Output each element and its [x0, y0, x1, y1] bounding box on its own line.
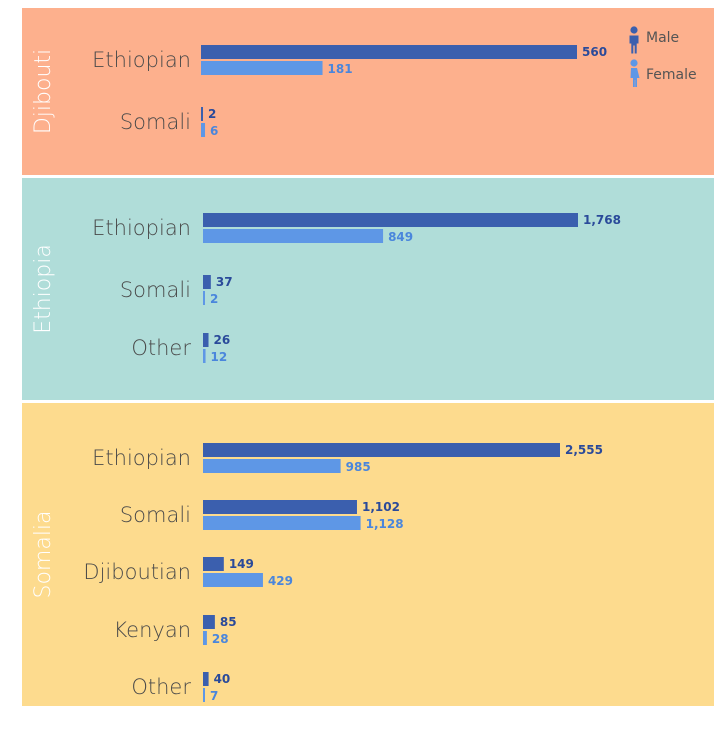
male-person-icon: [629, 26, 639, 54]
bar-female: [203, 631, 207, 645]
category-label: Somali: [120, 503, 191, 527]
category-label: Kenyan: [113, 618, 191, 642]
bar-female: [203, 349, 206, 363]
value-label-male: 26: [214, 333, 231, 347]
panel-ethiopia: Ethiopia Ethiopian 1,768 849 Somali 37 2 Other 2…: [22, 178, 714, 400]
bar-male: [203, 557, 224, 571]
female-person-icon: [630, 59, 640, 87]
category-label: Ethiopian: [92, 446, 191, 470]
panel-background: [22, 8, 714, 175]
bar-male: [201, 107, 203, 121]
category-label: Somali: [120, 110, 191, 134]
bar-female: [203, 688, 205, 702]
value-label-female: 181: [328, 62, 353, 76]
value-label-female: 28: [212, 632, 229, 646]
value-label-female: 7: [210, 689, 218, 703]
bar-male: [201, 45, 577, 59]
bar-female: [201, 123, 206, 137]
panel-title: Somalia: [31, 510, 56, 598]
value-label-male: 40: [214, 672, 231, 686]
value-label-male: 37: [216, 275, 233, 289]
value-label-female: 849: [388, 230, 413, 244]
value-label-male: 1,102: [362, 500, 400, 514]
legend: Male Female: [629, 26, 697, 87]
panel-djibouti: Djibouti Ethiopian 560 181 Somali 2 6: [22, 8, 714, 175]
category-label: Other: [131, 336, 191, 360]
panel-title: Ethiopia: [31, 244, 56, 334]
value-label-female: 2: [210, 292, 218, 306]
bar-male: [203, 500, 357, 514]
value-label-male: 85: [220, 615, 237, 629]
value-label-female: 1,128: [366, 517, 404, 531]
category-label: Ethiopian: [92, 48, 191, 72]
value-label-male: 2: [208, 107, 216, 121]
bar-male: [203, 333, 209, 347]
bar-female: [203, 516, 361, 530]
bar-male: [203, 275, 211, 289]
bar-female: [203, 459, 341, 473]
value-label-male: 1,768: [583, 213, 621, 227]
category-label: Ethiopian: [92, 216, 191, 240]
panel-somalia: Somalia Ethiopian 2,555 985 Somali 1,102 1,128…: [22, 403, 714, 706]
category-label: Somali: [120, 278, 191, 302]
value-label-male: 560: [582, 45, 607, 59]
bar-male: [203, 615, 215, 629]
value-label-female: 6: [210, 124, 218, 138]
bar-female: [201, 61, 323, 75]
bar-male: [203, 213, 578, 227]
legend-female-label: Female: [646, 67, 697, 83]
panel-title: Djibouti: [31, 49, 56, 134]
value-label-female: 12: [211, 350, 228, 364]
category-label: Djiboutian: [83, 560, 191, 584]
bar-male: [203, 672, 209, 686]
category-label: Other: [131, 675, 191, 699]
bar-female: [203, 573, 263, 587]
bar-female: [203, 229, 384, 243]
value-label-male: 2,555: [565, 443, 603, 457]
legend-male-label: Male: [646, 30, 679, 46]
value-label-female: 985: [346, 460, 371, 474]
value-label-male: 149: [229, 557, 254, 571]
value-label-female: 429: [268, 574, 293, 588]
bar-female: [203, 291, 205, 305]
bar-male: [203, 443, 560, 457]
